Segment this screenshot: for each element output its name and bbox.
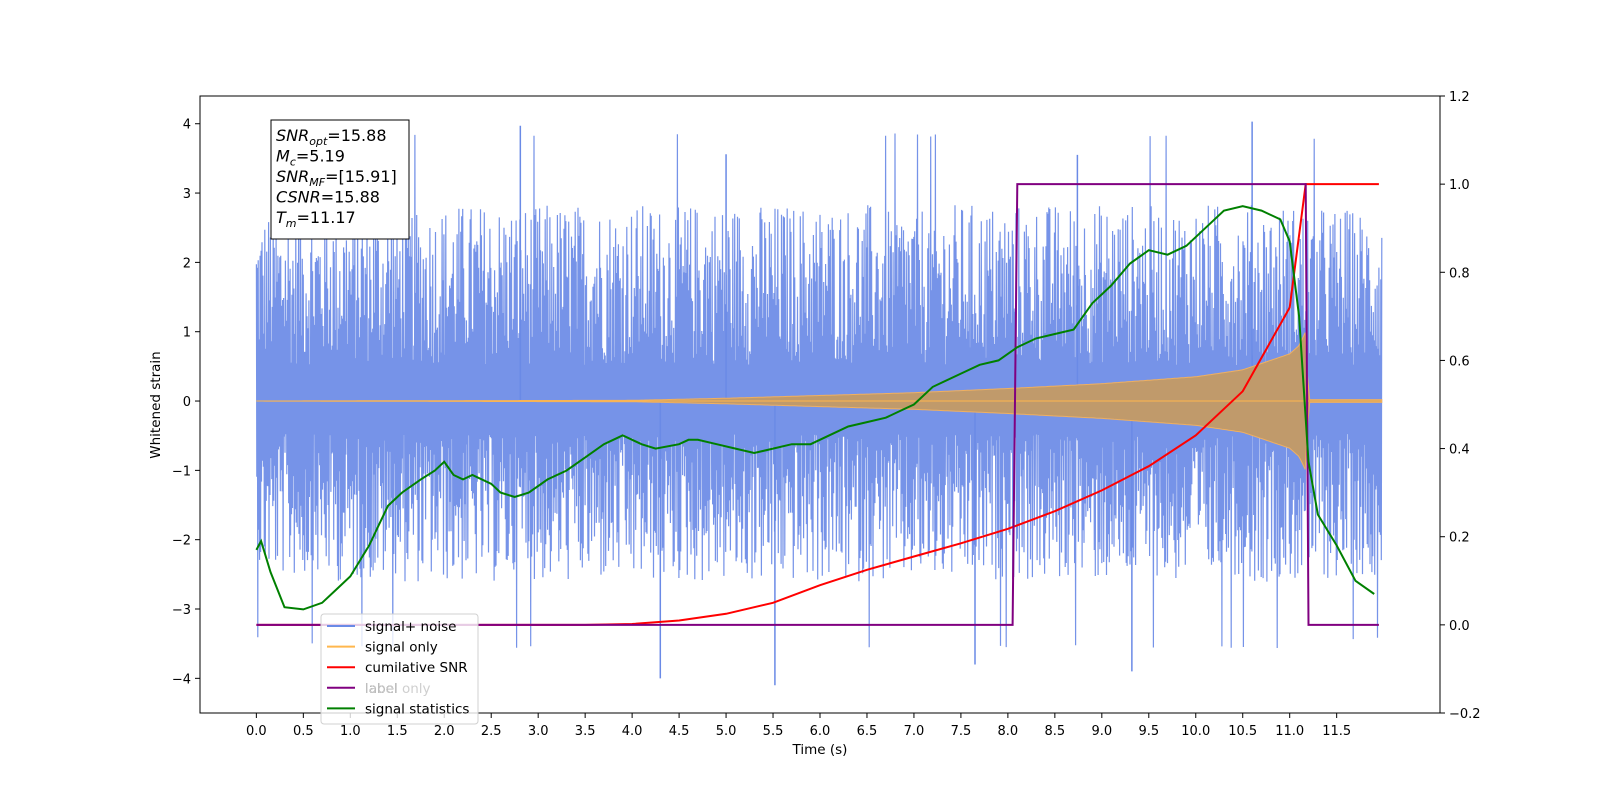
y-right-tick-label: 0.6 (1449, 354, 1470, 369)
x-tick-label: 2.0 (434, 724, 455, 739)
annotation-line: SNRMF=[15.91] (276, 167, 397, 189)
x-tick-label: 9.5 (1138, 724, 1159, 739)
series-signal-noise (255, 133, 1383, 649)
x-tick-label: 7.5 (951, 724, 972, 739)
y-right-tick-label: 0.2 (1449, 531, 1470, 546)
x-tick-label: 5.5 (763, 724, 784, 739)
legend-label: signal only (365, 640, 438, 656)
legend-label: cumilative SNR (365, 660, 468, 676)
x-tick-label: 0.0 (246, 724, 267, 739)
legend-label: signal statistics (365, 701, 469, 717)
x-tick-label: 1.5 (387, 724, 408, 739)
x-tick-label: 7.0 (904, 724, 925, 739)
legend: signal+ noise signal only cumilative SNR la… (320, 613, 479, 725)
series-label (256, 183, 1379, 626)
legend-label: label (365, 681, 398, 697)
legend-frame (320, 613, 479, 725)
x-tick-label: 5.0 (716, 724, 737, 739)
x-tick-label: 8.0 (998, 724, 1019, 739)
x-tick-label: 11.0 (1275, 724, 1304, 739)
y-left-tick-label: −3 (172, 603, 191, 618)
y-right-tick-label: 1.0 (1449, 178, 1470, 193)
annotation-line: CSNR=15.88 (276, 188, 380, 207)
annotation-line: Tm=11.17 (276, 208, 356, 230)
series-cumulative-snr (256, 183, 1379, 626)
y-left-tick-label: −2 (172, 534, 191, 549)
x-axis-label: Time (s) (792, 742, 848, 758)
y-left-tick-label: 2 (183, 256, 191, 271)
y-left-tick-label: 3 (183, 187, 191, 202)
x-tick-label: 4.0 (622, 724, 643, 739)
y-right-tick-label: 0.8 (1449, 266, 1470, 281)
y-axis-label: Whitened strain (148, 351, 164, 458)
x-tick-label: 10.0 (1181, 724, 1210, 739)
legend-label-hidden: label only (365, 681, 431, 697)
left-y-axis: 4 3 2 1 0 −1 −2 −3 −4 (172, 118, 200, 687)
annotation-line: Mc=5.19 (276, 147, 345, 169)
x-tick-label: 3.5 (575, 724, 596, 739)
y-right-tick-label: −0.2 (1449, 707, 1481, 722)
legend-label: signal+ noise (365, 619, 456, 635)
y-right-tick-label: 0.4 (1449, 443, 1470, 458)
y-left-tick-label: 4 (183, 118, 191, 133)
x-tick-label: 9.0 (1091, 724, 1112, 739)
y-left-tick-label: −1 (172, 464, 191, 479)
series-signal-statistics (255, 205, 1375, 611)
x-tick-label: 8.5 (1045, 724, 1066, 739)
x-tick-label: 2.5 (481, 724, 502, 739)
y-left-tick-label: −4 (172, 672, 191, 687)
x-tick-label: 6.0 (810, 724, 831, 739)
right-y-axis: 1.2 1.0 0.8 0.6 0.4 0.2 0.0 −0.2 (1440, 90, 1481, 722)
annotation-frame (270, 119, 410, 240)
x-tick-label: 1.0 (340, 724, 361, 739)
x-tick-label: 6.5 (857, 724, 878, 739)
plot-data-layer (255, 121, 1383, 686)
y-right-tick-label: 1.2 (1449, 90, 1470, 105)
y-left-tick-label: 0 (183, 395, 191, 410)
x-axis: 0.0 0.5 1.0 1.5 2.0 2.5 3.0 3.5 4.0 4.5 5.0 5.5 6.0 6… (246, 713, 1351, 739)
x-tick-label: 11.5 (1322, 724, 1351, 739)
x-tick-label: 3.0 (528, 724, 549, 739)
annotation-line: SNRopt=15.88 (276, 126, 387, 148)
y-right-tick-label: 0.0 (1449, 619, 1470, 634)
y-left-tick-label: 1 (183, 326, 191, 341)
stats-annotation-box: SNRopt=15.88Mc=5.19SNRMF=[15.91]CSNR=15.… (270, 119, 410, 240)
x-tick-label: 0.5 (293, 724, 314, 739)
x-tick-label: 4.5 (669, 724, 690, 739)
x-tick-label: 10.5 (1228, 724, 1257, 739)
